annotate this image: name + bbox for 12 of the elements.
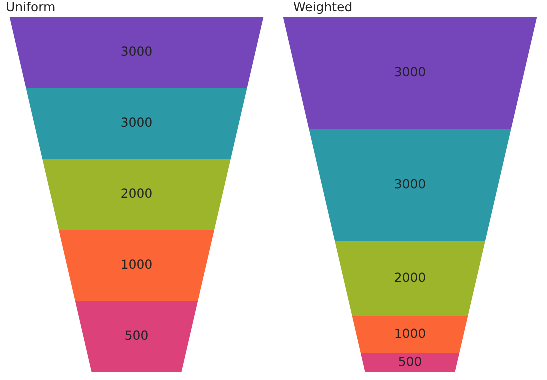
text: Uniform	[7, 2, 55, 12]
data-label: 1000	[396, 328, 426, 338]
data-label: 500	[126, 330, 148, 340]
text: Weighted	[294, 2, 352, 14]
data-label: 2000	[122, 188, 152, 198]
data-label: 3000	[395, 179, 426, 189]
data-label: 3000	[395, 67, 426, 77]
data-label: 500	[399, 356, 422, 366]
data-label: 1000	[122, 260, 152, 270]
data-label: 2000	[395, 272, 426, 282]
data-label: 3000	[122, 118, 152, 128]
data-label: 3000	[122, 46, 152, 56]
